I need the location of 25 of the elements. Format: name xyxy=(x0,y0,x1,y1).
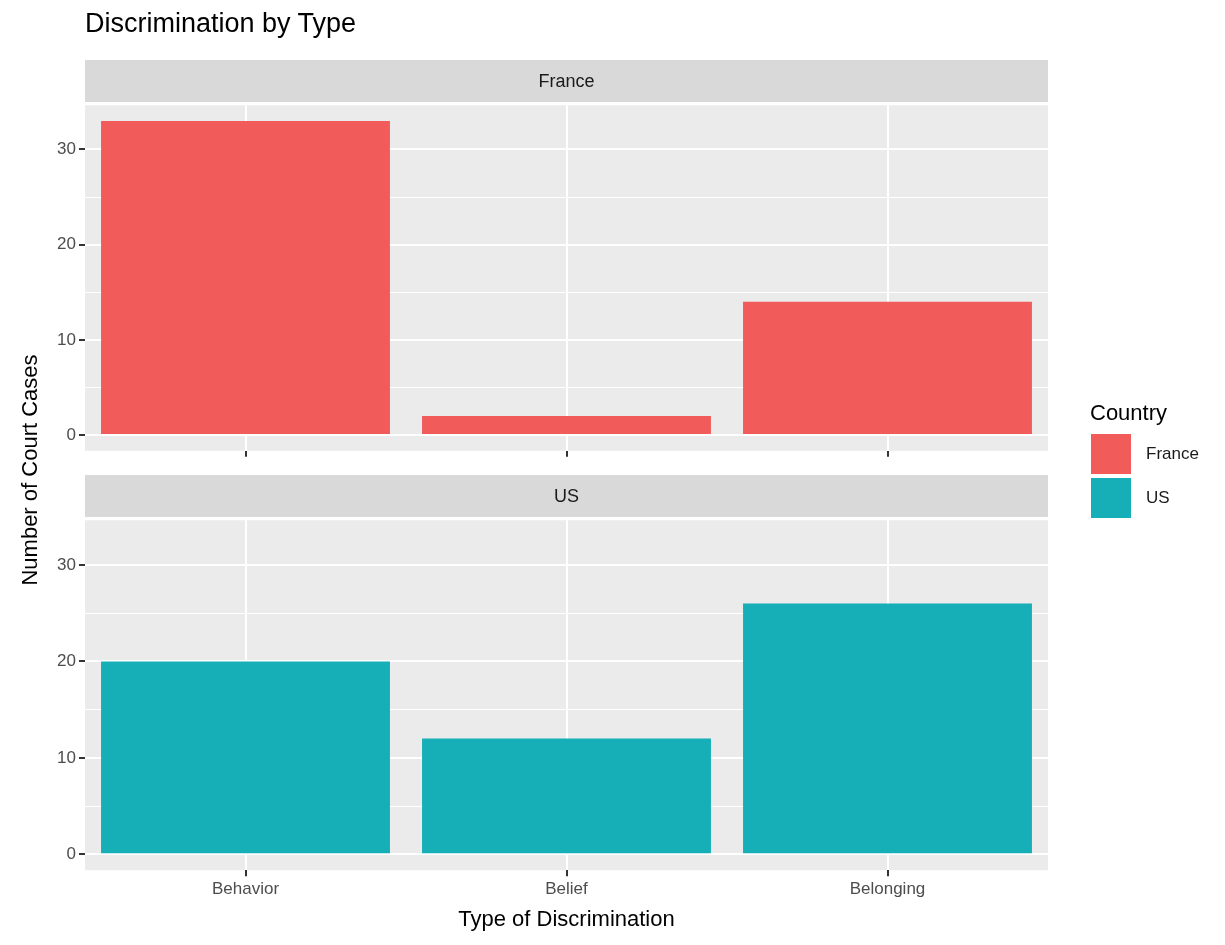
bar xyxy=(422,416,711,435)
bar xyxy=(743,603,1032,854)
bar xyxy=(101,661,390,854)
y-tick-label: 0 xyxy=(66,843,76,863)
bar xyxy=(422,738,711,854)
y-tick-label: 10 xyxy=(57,329,76,349)
y-tick-label: 20 xyxy=(57,234,76,254)
y-axis-title: Number of Court Cases xyxy=(17,354,43,586)
x-tick-label: Belonging xyxy=(849,879,926,899)
x-tick-label: Belief xyxy=(545,879,589,899)
y-tick-label: 30 xyxy=(57,554,76,574)
chart-subtitle: France xyxy=(85,60,1048,102)
bar xyxy=(101,120,390,435)
x-axis-title: Type of Discrimination xyxy=(458,905,675,931)
y-tick-label: 30 xyxy=(57,139,76,159)
text: US xyxy=(1146,488,1170,508)
x-tick-label: Behavior xyxy=(211,879,280,899)
bar xyxy=(743,301,1032,435)
y-tick-label: 0 xyxy=(66,424,76,444)
text: France xyxy=(1146,444,1199,464)
y-tick-label: 10 xyxy=(57,747,76,767)
y-tick-label: 20 xyxy=(57,651,76,671)
legend-title: Country xyxy=(1090,400,1169,426)
chart-subtitle: US xyxy=(85,475,1048,517)
chart-title: Discrimination by Type xyxy=(85,8,357,39)
